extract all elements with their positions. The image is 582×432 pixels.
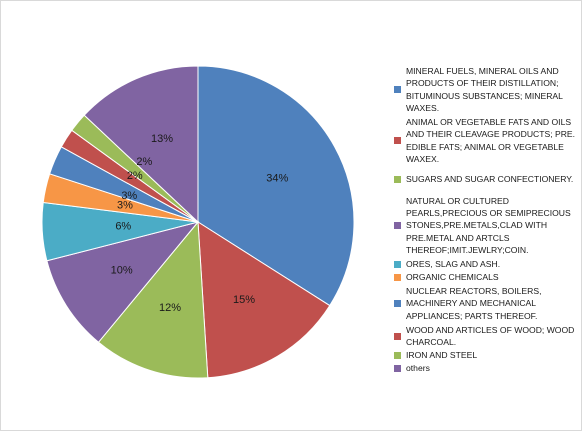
legend-label: IRON AND STEEL xyxy=(406,350,478,361)
slice-value-label: 13% xyxy=(151,133,173,145)
legend-item: WOOD AND ARTICLES OF WOOD; WOOD CHARCOAL… xyxy=(394,323,579,349)
legend-item: others xyxy=(394,362,579,375)
legend-swatch xyxy=(394,300,401,307)
legend-label: NATURAL OR CULTURED PEARLS,PRECIOUS OR S… xyxy=(406,195,571,255)
pie-slice xyxy=(197,221,331,379)
legend-label: NUCLEAR REACTORS, BOILERS, MACHINERY AND… xyxy=(406,286,542,321)
legend-label: SUGARS AND SUGAR CONFECTIONERY. xyxy=(406,174,574,185)
slice-value-label: 12% xyxy=(159,302,181,314)
pie-slice xyxy=(83,65,199,224)
legend-swatch xyxy=(394,86,401,93)
slice-value-label: 15% xyxy=(233,294,255,306)
pie-slice xyxy=(197,65,355,307)
slice-value-label: 34% xyxy=(266,172,288,184)
legend-swatch xyxy=(394,176,401,183)
legend-label: ORES, SLAG AND ASH. xyxy=(406,259,501,270)
legend-swatch xyxy=(394,274,401,281)
legend-label: ORGANIC CHEMICALS xyxy=(406,272,499,283)
legend-swatch xyxy=(394,365,401,372)
legend-label: MINERAL FUELS, MINERAL OILS AND PRODUCTS… xyxy=(406,65,563,113)
legend-label: others xyxy=(406,363,430,374)
legend-item: ANIMAL OR VEGETABLE FATS AND OILS AND TH… xyxy=(394,115,579,166)
legend-item: NUCLEAR REACTORS, BOILERS, MACHINERY AND… xyxy=(394,284,579,323)
slice-value-label: 3% xyxy=(117,200,133,212)
legend-swatch xyxy=(394,261,401,268)
legend-swatch xyxy=(394,137,401,144)
legend-item: NATURAL OR CULTURED PEARLS,PRECIOUS OR S… xyxy=(394,193,579,258)
legend: MINERAL FUELS, MINERAL OILS AND PRODUCTS… xyxy=(394,64,579,375)
legend-item: MINERAL FUELS, MINERAL OILS AND PRODUCTS… xyxy=(394,64,579,115)
slice-value-label: 2% xyxy=(136,156,152,168)
slice-value-label: 6% xyxy=(115,221,131,233)
pie-slice xyxy=(97,220,209,379)
slice-value-label: 3% xyxy=(121,190,137,202)
slice-value-label: 10% xyxy=(111,264,133,276)
legend-item: SUGARS AND SUGAR CONFECTIONERY. xyxy=(394,166,579,193)
legend-label: WOOD AND ARTICLES OF WOOD; WOOD CHARCOAL… xyxy=(406,324,575,347)
legend-swatch xyxy=(394,352,401,359)
legend-swatch xyxy=(394,332,401,340)
pie-slice xyxy=(46,221,200,343)
legend-swatch xyxy=(394,222,401,229)
legend-item: ORGANIC CHEMICALS xyxy=(394,271,579,284)
legend-item: ORES, SLAG AND ASH. xyxy=(394,258,579,271)
slice-value-label: 2% xyxy=(127,170,143,182)
legend-item: IRON AND STEEL xyxy=(394,349,579,362)
legend-label: ANIMAL OR VEGETABLE FATS AND OILS AND TH… xyxy=(406,116,576,164)
